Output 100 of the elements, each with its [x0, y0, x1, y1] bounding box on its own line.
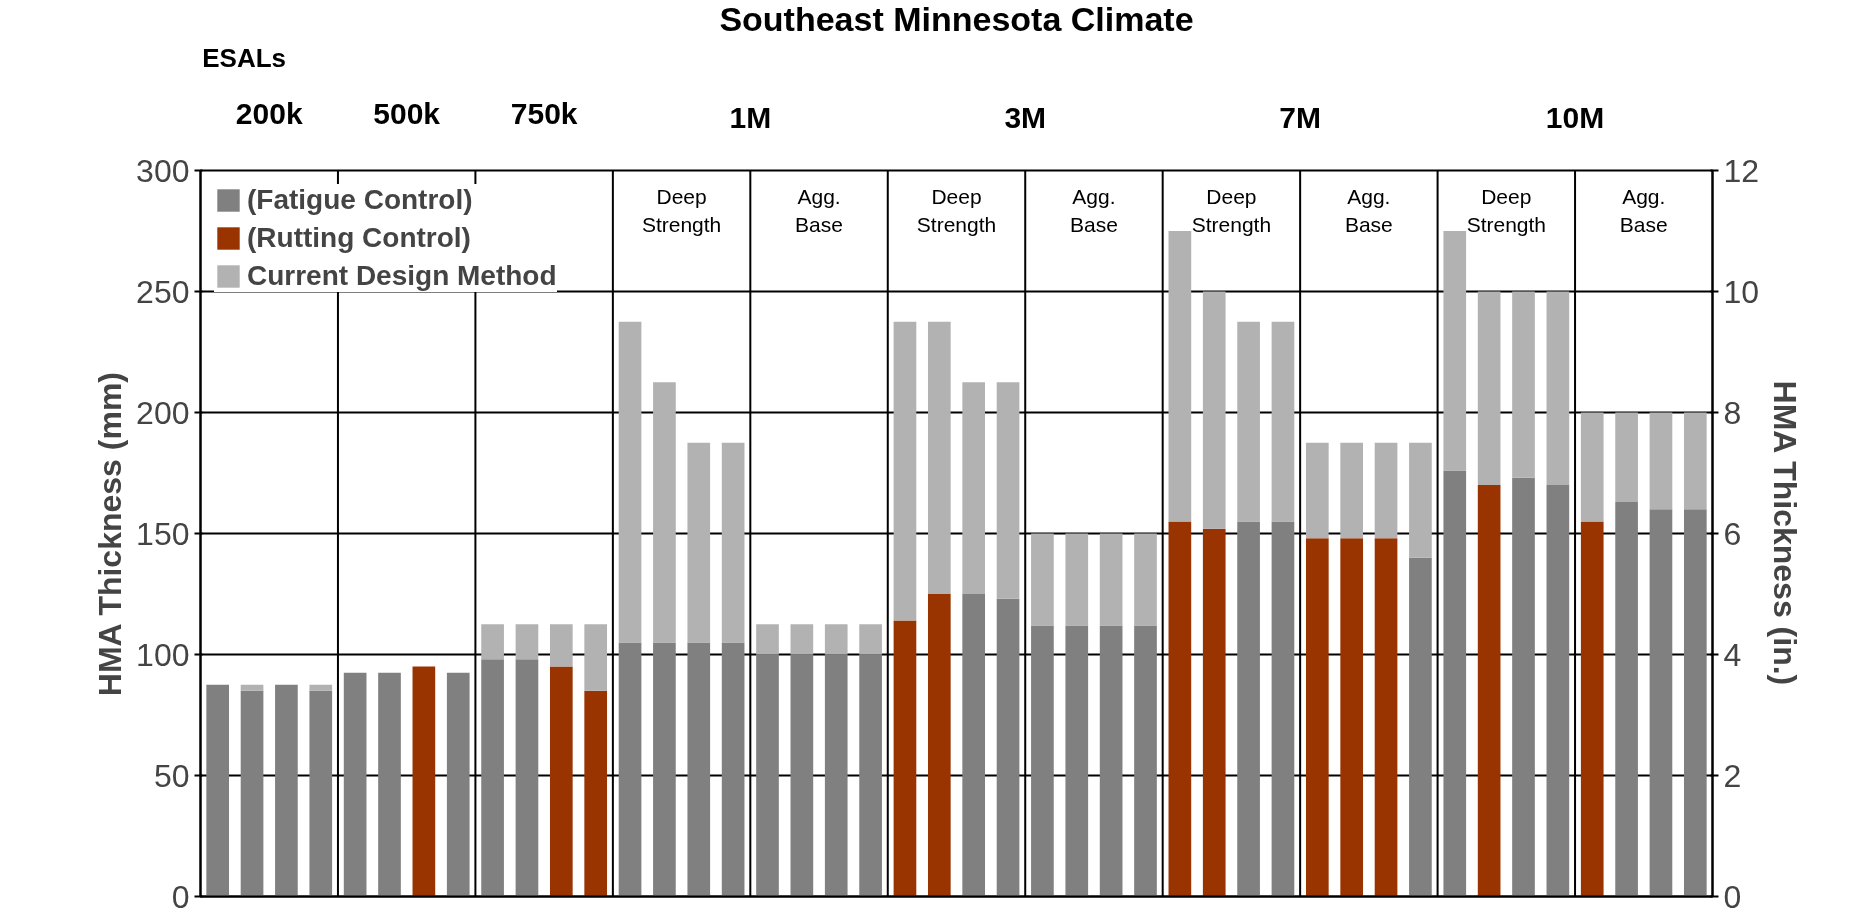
bar	[859, 654, 882, 897]
bar	[1615, 412, 1638, 503]
bar	[996, 598, 1020, 897]
bar	[1237, 321, 1260, 522]
bar	[996, 382, 1020, 599]
bar	[309, 690, 333, 897]
bar	[515, 624, 539, 660]
bar	[1374, 442, 1398, 539]
bar	[1134, 533, 1157, 626]
y-tick-label: 0	[171, 878, 190, 915]
annotation: Agg. Base	[795, 185, 843, 236]
y2-tick-label: 4	[1723, 636, 1742, 673]
bar	[687, 442, 711, 643]
text: ESALs	[202, 42, 287, 73]
bar	[1546, 485, 1570, 897]
bar	[790, 624, 814, 655]
y2-axis-title: HMA Thickness (in.)	[1767, 380, 1804, 686]
bar	[1512, 477, 1535, 897]
bar	[1340, 538, 1364, 897]
bar	[893, 620, 917, 897]
bar	[927, 594, 951, 897]
y2-tick-label: 10	[1723, 273, 1760, 310]
bar	[618, 642, 642, 897]
bar	[1065, 625, 1089, 897]
y2-tick-label: 8	[1723, 394, 1742, 431]
bar	[1065, 533, 1089, 626]
annotation: Deep Strength	[1466, 185, 1547, 236]
text: 500k	[373, 96, 441, 130]
annotation: Deep Strength	[1191, 185, 1272, 236]
bar	[1340, 442, 1364, 539]
y-tick-label: 200	[136, 394, 190, 431]
bar	[687, 642, 711, 897]
bar	[927, 321, 951, 594]
annotation: Agg. Base	[1619, 185, 1668, 236]
text: 750k	[510, 96, 578, 130]
bar	[1683, 509, 1707, 897]
y-tick-label: 150	[136, 515, 190, 552]
bar	[240, 684, 264, 691]
bar	[962, 382, 986, 594]
bar	[756, 624, 779, 655]
bar	[721, 642, 745, 897]
bar	[1409, 557, 1432, 897]
annotation: Agg. Base	[1070, 185, 1118, 236]
text: 3M	[1004, 101, 1047, 134]
bar	[1683, 412, 1707, 510]
bar	[240, 690, 264, 897]
annotation: Agg. Base	[1344, 185, 1393, 236]
bar	[1271, 521, 1295, 897]
y-tick-label: 300	[136, 152, 190, 189]
bar	[1477, 291, 1501, 486]
bar	[653, 642, 676, 897]
bar	[584, 690, 608, 897]
bar	[824, 654, 848, 897]
bar	[962, 594, 986, 897]
legend-label: (Rutting Control)	[247, 222, 471, 254]
bar	[446, 672, 470, 897]
bar	[1202, 528, 1226, 897]
y-axis-title: HMA Thickness (mm)	[92, 371, 129, 697]
text: 200k	[235, 96, 303, 130]
bar	[1443, 231, 1467, 471]
bar	[584, 624, 608, 691]
bar	[549, 624, 573, 667]
text: 1M	[729, 101, 772, 134]
bar	[790, 654, 814, 897]
bar	[1580, 521, 1604, 897]
bar	[824, 624, 848, 655]
bar	[1031, 625, 1054, 897]
bar	[1615, 502, 1638, 897]
bar	[721, 442, 745, 643]
bar	[1305, 442, 1329, 539]
bar	[1477, 485, 1501, 897]
bar	[481, 659, 504, 897]
bar	[1305, 538, 1329, 897]
bar	[1099, 533, 1123, 626]
bar	[1202, 291, 1226, 529]
chart-title: Southeast Minnesota Climate	[719, 0, 1194, 38]
bar	[653, 382, 676, 643]
bar	[1031, 533, 1054, 626]
y-tick-label: 100	[136, 636, 190, 673]
y-tick-label: 50	[153, 757, 190, 794]
bar	[1271, 321, 1295, 522]
bar	[1649, 509, 1673, 897]
bar	[1374, 538, 1398, 897]
y2-tick-label: 0	[1723, 878, 1742, 915]
bar	[756, 654, 779, 897]
bar	[343, 672, 367, 897]
annotation: Deep Strength	[641, 185, 722, 236]
bar	[1099, 625, 1123, 897]
text: 10M	[1545, 101, 1605, 134]
bar	[1580, 412, 1604, 522]
bar	[1443, 470, 1467, 897]
bar	[1512, 291, 1535, 478]
bar	[1168, 521, 1192, 897]
bar	[378, 672, 401, 897]
bar	[1134, 625, 1157, 897]
bar	[1649, 412, 1673, 510]
bar	[549, 666, 573, 897]
bar	[1546, 291, 1570, 486]
bar	[1237, 521, 1260, 897]
bar	[515, 659, 539, 897]
